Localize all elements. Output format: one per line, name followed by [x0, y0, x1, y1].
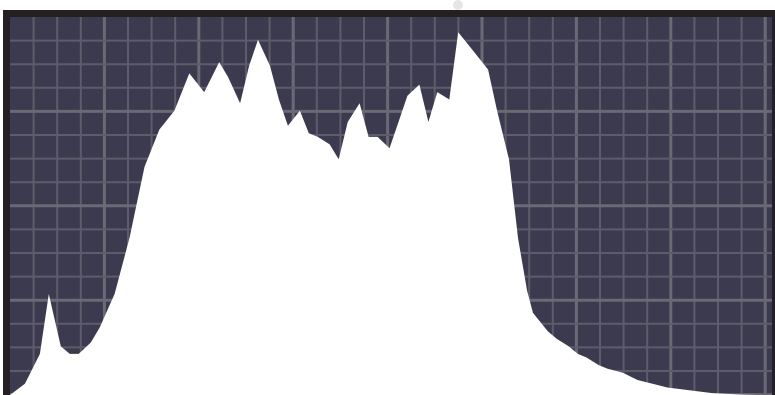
histogram-chart [10, 17, 772, 395]
histogram-area [10, 32, 772, 395]
resize-handle[interactable] [453, 0, 463, 10]
histogram-panel [3, 10, 775, 395]
